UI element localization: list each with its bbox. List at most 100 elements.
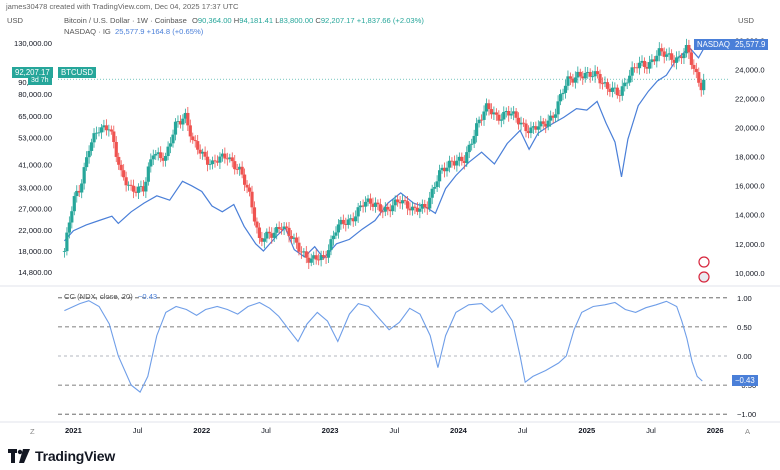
btc-candle-body bbox=[262, 238, 266, 242]
btc-candle-body bbox=[499, 119, 503, 121]
btc-candle-body bbox=[462, 161, 466, 163]
btc-candle-body bbox=[442, 167, 447, 172]
btc-candle bbox=[134, 186, 138, 197]
btc-candle-body bbox=[497, 114, 501, 121]
btc-candle bbox=[689, 48, 693, 70]
btc-candle-body bbox=[136, 186, 141, 193]
btc-candle-body bbox=[319, 255, 323, 261]
btc-candle bbox=[479, 114, 484, 126]
left-axis-tick-label: 41,000.00 bbox=[18, 161, 52, 170]
btc-legend[interactable]: Bitcoin / U.S. Dollar · 1W · Coinbase O9… bbox=[64, 16, 424, 25]
btc-candle bbox=[205, 150, 210, 172]
btc-candle-body bbox=[243, 174, 247, 185]
btc-candle-body bbox=[526, 131, 531, 134]
btc-candle-body bbox=[210, 160, 215, 165]
btc-candle-body bbox=[198, 149, 202, 154]
btc-candle bbox=[554, 108, 558, 123]
btc-candle-body bbox=[494, 112, 498, 115]
btc-candle-body bbox=[665, 54, 669, 57]
btc-candle bbox=[465, 146, 469, 167]
btc-candle-body bbox=[465, 152, 469, 163]
btc-candle bbox=[297, 236, 301, 256]
btc-candle-body bbox=[418, 208, 422, 212]
btc-candle bbox=[255, 217, 259, 234]
btc-candle-body bbox=[647, 62, 652, 69]
btc-candle-body bbox=[588, 71, 592, 77]
btc-high-label: H bbox=[233, 16, 240, 25]
btc-candle bbox=[568, 72, 573, 86]
btc-candle-body bbox=[287, 227, 291, 236]
btc-candle bbox=[551, 112, 555, 124]
btc-candle-body bbox=[455, 160, 459, 166]
btc-candle-body bbox=[267, 231, 271, 234]
btc-candle-body bbox=[166, 146, 170, 157]
btc-candle bbox=[672, 55, 676, 68]
btc-candle bbox=[628, 69, 632, 86]
btc-candle bbox=[329, 235, 333, 256]
btc-candle-body bbox=[233, 161, 237, 170]
btc-candle-body bbox=[82, 167, 86, 184]
zoom-z-button[interactable]: Z bbox=[30, 427, 35, 436]
btc-candle bbox=[208, 159, 212, 170]
btc-candle-body bbox=[329, 239, 333, 251]
btc-candle-body bbox=[541, 121, 545, 124]
btc-candle bbox=[418, 202, 422, 219]
btc-candle bbox=[94, 126, 99, 140]
btc-candle-body bbox=[610, 87, 614, 92]
btc-candle-body bbox=[393, 199, 397, 206]
auto-scale-button[interactable]: A bbox=[745, 427, 751, 436]
btc-candle-body bbox=[272, 232, 276, 238]
btc-candle bbox=[613, 82, 617, 94]
btc-candle bbox=[475, 117, 479, 143]
btc-candle bbox=[482, 105, 486, 126]
btc-candle bbox=[539, 115, 543, 132]
btc-candle bbox=[396, 194, 400, 207]
btc-candle-body bbox=[558, 94, 563, 102]
btc-candle bbox=[302, 248, 306, 258]
btc-candle-body bbox=[213, 160, 217, 162]
right-axis-unit: USD bbox=[738, 16, 755, 25]
btc-candle bbox=[435, 175, 439, 192]
btc-candle-body bbox=[652, 59, 656, 62]
btc-candle-body bbox=[307, 257, 311, 263]
time-axis-tick-label: 2025 bbox=[578, 426, 596, 435]
tradingview-logo-text: TradingView bbox=[35, 448, 116, 464]
ndx-legend[interactable]: NASDAQ · IG 25,577.9 +164.8 (+0.65%) bbox=[64, 27, 203, 36]
left-axis-tick-label: 22,000.00 bbox=[18, 226, 52, 235]
left-axis-tick-label: 18,000.00 bbox=[18, 247, 52, 256]
btc-candle bbox=[104, 119, 108, 136]
btc-candle bbox=[252, 201, 257, 226]
btc-candle-body bbox=[112, 131, 116, 142]
btc-candle-body bbox=[440, 167, 444, 171]
btc-high: 94,181.41 bbox=[239, 16, 274, 25]
btc-candle bbox=[75, 185, 79, 203]
btc-candle bbox=[445, 161, 449, 177]
btc-candle bbox=[529, 121, 533, 139]
btc-candle bbox=[87, 145, 91, 164]
btc-candle bbox=[114, 136, 118, 163]
btc-candle-body bbox=[507, 110, 511, 116]
btc-candle bbox=[415, 202, 419, 216]
btc-candle bbox=[171, 129, 175, 148]
btc-candle bbox=[610, 81, 614, 98]
btc-candle bbox=[378, 198, 382, 216]
btc-low-label: L bbox=[275, 16, 280, 25]
btc-candle bbox=[186, 106, 190, 131]
btc-candle-body bbox=[181, 118, 185, 125]
btc-candle bbox=[642, 57, 647, 74]
btc-candle bbox=[398, 195, 402, 209]
btc-candle-body bbox=[593, 71, 597, 77]
btc-candle bbox=[183, 108, 187, 124]
btc-candle-body bbox=[371, 203, 375, 207]
btc-candle-body bbox=[578, 71, 582, 77]
btc-candle bbox=[618, 89, 622, 103]
btc-candle-body bbox=[684, 44, 689, 54]
btc-candle-body bbox=[102, 125, 106, 128]
cc-legend[interactable]: CC (NDX, close, 20) −0.43 bbox=[64, 292, 157, 301]
btc-candle-body bbox=[117, 156, 121, 165]
btc-candle bbox=[196, 134, 200, 155]
btc-candle bbox=[272, 227, 276, 243]
btc-candle bbox=[460, 152, 464, 166]
